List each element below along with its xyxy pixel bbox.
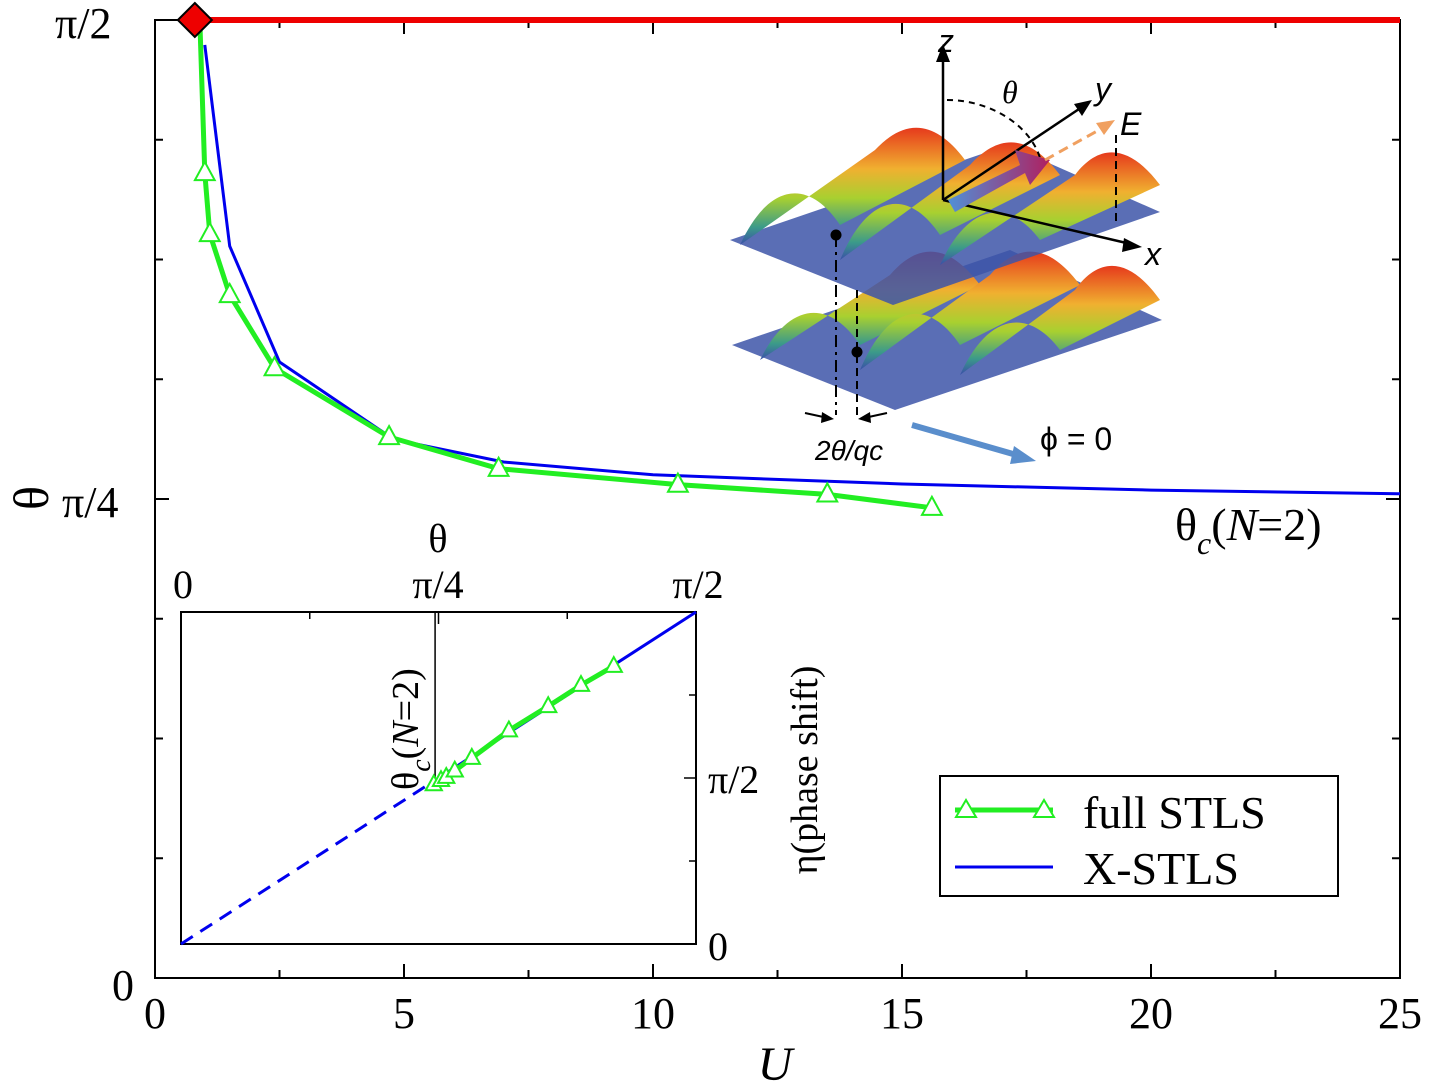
inset-theta-c-label: θc(N=2) bbox=[385, 668, 437, 790]
lower-dot bbox=[851, 346, 863, 358]
legend-full-stls-marker-left bbox=[954, 798, 978, 818]
y-tick-label-pi4: π/4 bbox=[62, 478, 118, 527]
inset-x-stls-dashed bbox=[180, 778, 436, 946]
theta-arc bbox=[946, 99, 1041, 159]
z-arrowhead bbox=[936, 44, 950, 62]
lower-ridge-3 bbox=[960, 265, 1160, 375]
schematic-z-label: z bbox=[937, 23, 954, 59]
y-tick-label-pi2: π/2 bbox=[55, 0, 111, 48]
y-arrowhead bbox=[1074, 100, 1092, 116]
theta-c-annotation: θc(N=2) bbox=[1175, 499, 1322, 561]
inset-x-tick-pi2: π/2 bbox=[672, 562, 723, 607]
inset-theta-c-args: (N=2) bbox=[385, 668, 427, 759]
theta-c-symbol: θ bbox=[1175, 499, 1197, 550]
series-x-stls-line bbox=[203, 44, 1401, 496]
y-axis-title: θ bbox=[3, 486, 59, 510]
data-point-full-stls bbox=[262, 355, 287, 377]
data-point-full-stls bbox=[198, 220, 222, 243]
inset-y-tick-0: 0 bbox=[708, 924, 728, 969]
theta-c-subscript: c bbox=[1197, 525, 1211, 561]
schematic-y-label: y bbox=[1093, 71, 1113, 107]
inset-theta-c-symbol: θ bbox=[385, 772, 427, 790]
y-axis-arrow bbox=[942, 103, 1086, 202]
x-tick-label: 15 bbox=[880, 989, 924, 1038]
offset-arrowhead-left bbox=[821, 412, 834, 423]
y-tick-label-0: 0 bbox=[112, 961, 134, 1010]
schematic-theta-label: θ bbox=[1002, 74, 1018, 110]
upper-ridge-3 bbox=[940, 152, 1160, 265]
schematic-x-label: x bbox=[1143, 236, 1162, 272]
data-point-full-stls bbox=[487, 455, 511, 477]
inset-data-point bbox=[462, 746, 482, 765]
legend-x-stls-label: X-STLS bbox=[1083, 843, 1239, 894]
inset-data-point bbox=[571, 673, 591, 692]
inset-ticks bbox=[180, 611, 697, 945]
x-arrowhead bbox=[1122, 238, 1142, 252]
x-tick-labels: 0 5 10 15 20 25 bbox=[144, 989, 1422, 1038]
inset-data-point bbox=[499, 719, 519, 738]
inset-plot: θ 0 π/4 π/2 π/2 0 η(phase shift) θc(N=2) bbox=[173, 516, 826, 969]
inset-x-title: θ bbox=[428, 516, 447, 561]
legend: full STLS X-STLS bbox=[939, 775, 1339, 897]
legend-full-stls-marker-right bbox=[1032, 798, 1056, 818]
x-axis-title: U bbox=[758, 1038, 796, 1087]
schematic-phi-label: ϕ = 0 bbox=[1040, 421, 1112, 457]
inset-data-point bbox=[444, 759, 465, 778]
theta-c-args: (N=2) bbox=[1211, 499, 1321, 550]
inset-x-tick-pi4: π/4 bbox=[412, 562, 463, 607]
inset-data-point bbox=[538, 695, 558, 714]
x-tick-label: 10 bbox=[631, 989, 675, 1038]
inset-theta-c-subscript: c bbox=[406, 759, 437, 772]
x-tick-label: 5 bbox=[393, 989, 415, 1038]
schematic-illustration: z y x θ E 2θ/qc ϕ = 0 bbox=[730, 23, 1162, 466]
phi-arrowhead bbox=[1010, 446, 1036, 464]
x-tick-label: 25 bbox=[1378, 989, 1422, 1038]
phi-arrow bbox=[911, 422, 1021, 459]
schematic-e-label: E bbox=[1120, 106, 1142, 142]
offset-arrowhead-right bbox=[858, 412, 871, 423]
series-full-stls-line bbox=[197, 19, 933, 511]
upper-ridge-1 bbox=[740, 127, 965, 245]
inset-x-tick-0: 0 bbox=[173, 562, 193, 607]
x-tick-label: 20 bbox=[1129, 989, 1173, 1038]
data-point-full-stls bbox=[193, 159, 217, 182]
data-point-full-stls bbox=[377, 423, 401, 446]
data-point-full-stls bbox=[218, 281, 242, 304]
data-point-full-stls bbox=[666, 471, 690, 493]
inset-y-tick-pi2: π/2 bbox=[708, 757, 759, 802]
schematic-offset-label: 2θ/qc bbox=[814, 435, 883, 466]
x-tick-label: 0 bbox=[144, 989, 166, 1038]
lower-ridge-2 bbox=[860, 251, 1080, 370]
inset-full-stls-markers bbox=[423, 654, 624, 792]
e-dashed-arrow bbox=[1044, 123, 1109, 162]
legend-box bbox=[939, 775, 1339, 897]
inset-data-point bbox=[603, 654, 624, 673]
upper-dot bbox=[830, 229, 842, 241]
legend-full-stls-label: full STLS bbox=[1083, 787, 1266, 838]
field-vector bbox=[948, 150, 1050, 212]
data-point-full-stls bbox=[815, 481, 839, 503]
x-axis-arrow bbox=[942, 198, 1136, 247]
e-arrowhead bbox=[1096, 120, 1115, 135]
data-point-full-stls bbox=[920, 494, 944, 516]
inset-y-axis-title: η(phase shift) bbox=[784, 666, 826, 875]
red-diamond-marker bbox=[176, 1, 214, 39]
series-full-stls-markers bbox=[193, 159, 944, 516]
